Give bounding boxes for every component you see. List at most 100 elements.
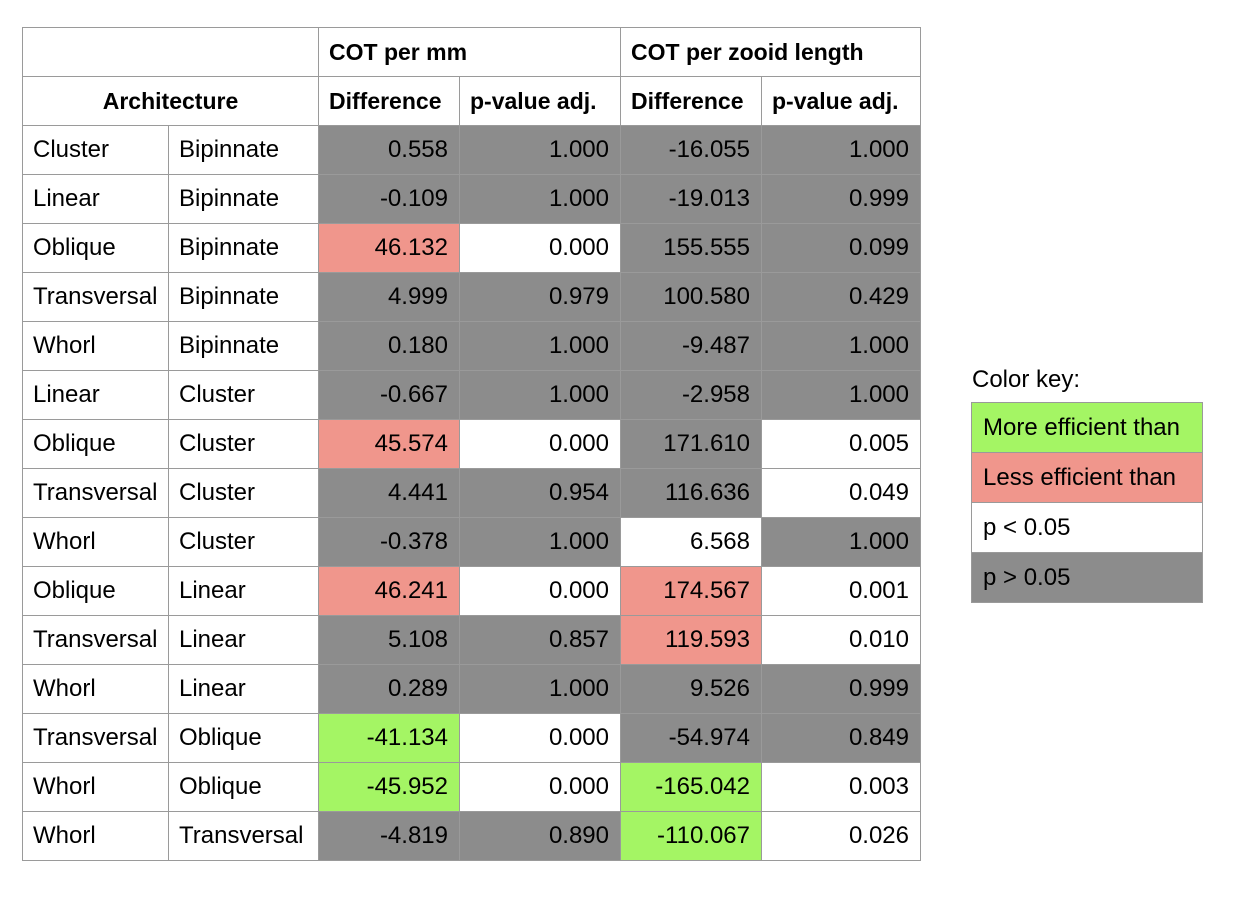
pvalue-mm-cell: 1.000 — [459, 370, 621, 420]
pvalue-mm-cell: 1.000 — [459, 517, 621, 567]
difference-zooid-cell: 100.580 — [620, 272, 762, 322]
pvalue-zooid-cell: 1.000 — [761, 321, 921, 371]
difference-mm-cell: 4.441 — [318, 468, 460, 518]
pvalue-mm-cell: 1.000 — [459, 664, 621, 714]
difference-zooid-cell: 119.593 — [620, 615, 762, 665]
difference-mm-cell: 5.108 — [318, 615, 460, 665]
difference-zooid-cell: 171.610 — [620, 419, 762, 469]
pvalue-mm-cell: 1.000 — [459, 321, 621, 371]
pvalue-mm-cell: 0.954 — [459, 468, 621, 518]
difference-mm-cell: 0.289 — [318, 664, 460, 714]
architecture-b-cell: Bipinnate — [168, 223, 319, 273]
table-row: Whorl Transversal -4.819 0.890 -110.067 0.026 — [22, 811, 921, 861]
pvalue-mm-cell: 0.000 — [459, 762, 621, 812]
comparison-table: COT per mm COT per zooid length Architec… — [22, 27, 921, 861]
pvalue-mm-cell: 1.000 — [459, 174, 621, 224]
table-row: Whorl Oblique -45.952 0.000 -165.042 0.003 — [22, 762, 921, 812]
architecture-b-cell: Oblique — [168, 713, 319, 763]
architecture-a-cell: Cluster — [22, 125, 169, 175]
difference-mm-cell: 0.180 — [318, 321, 460, 371]
pvalue-header-mm: p-value adj. — [459, 76, 621, 126]
difference-zooid-cell: 116.636 — [620, 468, 762, 518]
pvalue-zooid-cell: 0.005 — [761, 419, 921, 469]
color-key-row: More efficient than — [971, 402, 1203, 453]
difference-mm-cell: -45.952 — [318, 762, 460, 812]
table-row: Whorl Bipinnate 0.180 1.000 -9.487 1.000 — [22, 321, 921, 371]
difference-mm-cell: -0.109 — [318, 174, 460, 224]
table-row: Transversal Oblique -41.134 0.000 -54.974 0.8… — [22, 713, 921, 763]
difference-zooid-cell: -54.974 — [620, 713, 762, 763]
table-row: Whorl Cluster -0.378 1.000 6.568 1.000 — [22, 517, 921, 567]
architecture-a-cell: Transversal — [22, 615, 169, 665]
architecture-b-cell: Cluster — [168, 468, 319, 518]
pvalue-zooid-cell: 0.099 — [761, 223, 921, 273]
table-row: Transversal Bipinnate 4.999 0.979 100.580 0.4… — [22, 272, 921, 322]
architecture-b-cell: Oblique — [168, 762, 319, 812]
architecture-a-cell: Transversal — [22, 468, 169, 518]
difference-header-zooid: Difference — [620, 76, 762, 126]
difference-zooid-cell: -9.487 — [620, 321, 762, 371]
architecture-a-cell: Oblique — [22, 566, 169, 616]
architecture-a-cell: Whorl — [22, 762, 169, 812]
pvalue-zooid-cell: 0.010 — [761, 615, 921, 665]
pvalue-zooid-cell: 1.000 — [761, 517, 921, 567]
difference-mm-cell: -0.378 — [318, 517, 460, 567]
architecture-a-cell: Whorl — [22, 664, 169, 714]
architecture-b-cell: Linear — [168, 615, 319, 665]
pvalue-zooid-cell: 0.849 — [761, 713, 921, 763]
difference-zooid-cell: 6.568 — [620, 517, 762, 567]
color-key: Color key: More efficient than Less effic… — [971, 366, 1203, 603]
table-row: Transversal Linear 5.108 0.857 119.593 0.010 — [22, 615, 921, 665]
architecture-a-cell: Transversal — [22, 713, 169, 763]
architecture-b-cell: Bipinnate — [168, 174, 319, 224]
color-key-swatch: p < 0.05 — [971, 502, 1203, 553]
pvalue-mm-cell: 0.000 — [459, 223, 621, 273]
pvalue-mm-cell: 0.979 — [459, 272, 621, 322]
difference-mm-cell: -0.667 — [318, 370, 460, 420]
pvalue-header-zooid: p-value adj. — [761, 76, 921, 126]
pvalue-zooid-cell: 0.999 — [761, 664, 921, 714]
difference-zooid-cell: -19.013 — [620, 174, 762, 224]
architecture-a-cell: Whorl — [22, 811, 169, 861]
pvalue-zooid-cell: 0.429 — [761, 272, 921, 322]
difference-mm-cell: 4.999 — [318, 272, 460, 322]
difference-mm-cell: 46.241 — [318, 566, 460, 616]
difference-zooid-cell: -2.958 — [620, 370, 762, 420]
table-row: Oblique Cluster 45.574 0.000 171.610 0.005 — [22, 419, 921, 469]
pvalue-zooid-cell: 1.000 — [761, 370, 921, 420]
table-row: Whorl Linear 0.289 1.000 9.526 0.999 — [22, 664, 921, 714]
architecture-a-cell: Oblique — [22, 419, 169, 469]
table-row: Linear Cluster -0.667 1.000 -2.958 1.000 — [22, 370, 921, 420]
difference-zooid-cell: 174.567 — [620, 566, 762, 616]
difference-mm-cell: 45.574 — [318, 419, 460, 469]
group-header-cot-per-mm: COT per mm — [318, 27, 621, 77]
architecture-b-cell: Cluster — [168, 370, 319, 420]
color-key-swatch: More efficient than — [971, 402, 1203, 453]
table-row: Linear Bipinnate -0.109 1.000 -19.013 0.999 — [22, 174, 921, 224]
pvalue-zooid-cell: 0.049 — [761, 468, 921, 518]
architecture-a-cell: Whorl — [22, 517, 169, 567]
architecture-a-cell: Linear — [22, 174, 169, 224]
pvalue-mm-cell: 0.890 — [459, 811, 621, 861]
pvalue-zooid-cell: 0.026 — [761, 811, 921, 861]
difference-mm-cell: -4.819 — [318, 811, 460, 861]
pvalue-mm-cell: 0.000 — [459, 713, 621, 763]
color-key-row: p > 0.05 — [971, 552, 1203, 603]
color-key-title: Color key: — [972, 366, 1081, 393]
table-row: Oblique Bipinnate 46.132 0.000 155.555 0.099 — [22, 223, 921, 273]
table-row: Oblique Linear 46.241 0.000 174.567 0.001 — [22, 566, 921, 616]
color-key-table: More efficient than Less efficient than p … — [971, 402, 1203, 603]
architecture-a-cell: Linear — [22, 370, 169, 420]
architecture-header: Architecture — [22, 76, 319, 126]
blank-header-cell — [22, 27, 319, 77]
difference-zooid-cell: 9.526 — [620, 664, 762, 714]
pvalue-zooid-cell: 0.001 — [761, 566, 921, 616]
architecture-b-cell: Transversal — [168, 811, 319, 861]
difference-mm-cell: -41.134 — [318, 713, 460, 763]
group-header-row: COT per mm COT per zooid length — [22, 27, 921, 77]
color-key-swatch: p > 0.05 — [971, 552, 1203, 603]
color-key-row: Less efficient than — [971, 452, 1203, 503]
difference-zooid-cell: -110.067 — [620, 811, 762, 861]
difference-zooid-cell: -165.042 — [620, 762, 762, 812]
